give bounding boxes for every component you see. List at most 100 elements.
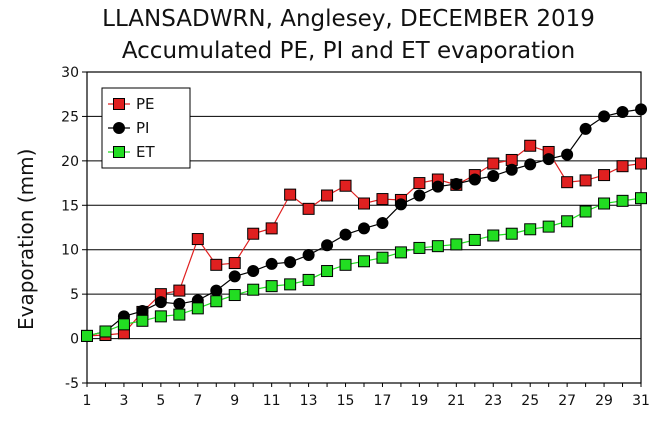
data-point-pi <box>561 148 574 161</box>
data-point-et <box>358 255 370 268</box>
data-point-pe <box>413 177 426 190</box>
data-point-et <box>210 295 223 308</box>
data-point-et <box>247 283 260 296</box>
data-point-et <box>450 238 463 251</box>
data-point-pe <box>284 188 297 201</box>
data-point-pi <box>154 296 167 309</box>
data-point-pe <box>524 139 537 152</box>
x-tick-label: 9 <box>230 393 239 409</box>
data-point-et <box>99 325 112 338</box>
data-point-pe <box>598 169 611 182</box>
x-tick-label: 23 <box>484 393 502 409</box>
data-point-et <box>394 246 407 259</box>
data-point-pe <box>302 202 315 215</box>
data-point-pi <box>302 249 315 262</box>
data-point-pe <box>376 193 389 206</box>
x-tick-label: 3 <box>119 393 128 409</box>
data-point-et <box>339 258 352 271</box>
data-point-et <box>284 278 297 291</box>
plot-frame <box>86 71 642 384</box>
x-tick-label: 13 <box>300 393 318 409</box>
data-point-pi <box>505 163 518 176</box>
data-point-pe <box>616 160 629 173</box>
data-point-et <box>468 233 481 246</box>
x-tick-label: 27 <box>558 393 576 409</box>
legend-label-pe: PE <box>136 95 155 113</box>
x-tick-label: 17 <box>374 393 392 409</box>
data-point-pi <box>579 122 592 135</box>
x-tick-label: 5 <box>156 393 165 409</box>
data-point-pi <box>616 105 629 118</box>
data-point-pe <box>173 284 186 297</box>
data-point-pi <box>413 189 426 202</box>
data-point-pe <box>247 227 260 240</box>
data-point-pe <box>635 157 647 170</box>
x-tick-label: 19 <box>410 393 428 409</box>
data-point-pi <box>468 173 481 186</box>
y-tick-label: 25 <box>61 109 79 125</box>
x-tick-label: 31 <box>632 393 650 409</box>
data-point-pi <box>210 284 223 297</box>
data-point-et <box>579 205 592 218</box>
data-point-pi <box>394 198 407 211</box>
data-point-et <box>173 308 186 321</box>
data-point-pe <box>579 174 592 187</box>
data-point-pe <box>191 233 204 246</box>
x-tick-label: 1 <box>83 393 92 409</box>
data-point-pi <box>265 257 278 270</box>
y-tick-label: 0 <box>70 332 79 348</box>
data-point-pi <box>487 169 500 182</box>
data-point-et <box>191 302 204 315</box>
y-tick-label: 5 <box>70 287 79 303</box>
legend-label-pi: PI <box>136 119 149 137</box>
data-point-pi <box>228 270 241 283</box>
data-point-et <box>321 265 334 278</box>
chart-title: LLANSADWRN, Anglesey, DECEMBER 2019 <box>102 6 595 32</box>
data-point-pi <box>376 217 389 230</box>
legend-marker-pe <box>113 98 125 110</box>
x-tick-label: 11 <box>263 393 281 409</box>
data-point-et <box>616 194 629 207</box>
x-tick-label: 25 <box>521 393 539 409</box>
data-point-et <box>635 192 647 205</box>
data-point-et <box>81 329 93 342</box>
data-point-pe <box>321 189 334 202</box>
data-point-pe <box>487 157 500 170</box>
data-point-et <box>487 229 500 242</box>
data-point-pe <box>358 197 370 210</box>
data-point-et <box>542 220 555 233</box>
y-tick-label: 15 <box>61 198 79 214</box>
data-point-et <box>117 318 130 331</box>
data-point-et <box>524 223 537 236</box>
data-point-pi <box>173 297 186 310</box>
data-point-pi <box>247 265 260 278</box>
data-point-pe <box>210 258 223 271</box>
data-point-pe <box>265 222 278 235</box>
y-tick-label: 10 <box>61 243 79 259</box>
data-point-pi <box>635 103 647 116</box>
data-point-et <box>431 240 444 253</box>
data-point-pi <box>339 228 352 241</box>
data-point-et <box>265 280 278 293</box>
legend-marker-pi <box>113 122 125 134</box>
data-point-pe <box>339 179 352 192</box>
x-tick-label: 7 <box>193 393 202 409</box>
data-point-pe <box>228 257 241 270</box>
data-point-et <box>154 310 167 323</box>
x-tick-label: 29 <box>595 393 613 409</box>
data-point-et <box>228 289 241 302</box>
data-point-et <box>302 273 315 286</box>
data-point-et <box>136 314 149 327</box>
data-point-pe <box>561 176 574 189</box>
data-point-pi <box>284 256 297 269</box>
data-point-et <box>413 241 426 254</box>
data-point-pi <box>450 177 463 190</box>
x-tick-label: 21 <box>447 393 465 409</box>
data-point-pi <box>431 180 444 193</box>
series-line-pe <box>86 145 642 337</box>
y-tick-label: 20 <box>61 154 79 170</box>
data-point-pi <box>598 110 611 123</box>
data-point-et <box>505 227 518 240</box>
data-point-et <box>561 215 574 228</box>
